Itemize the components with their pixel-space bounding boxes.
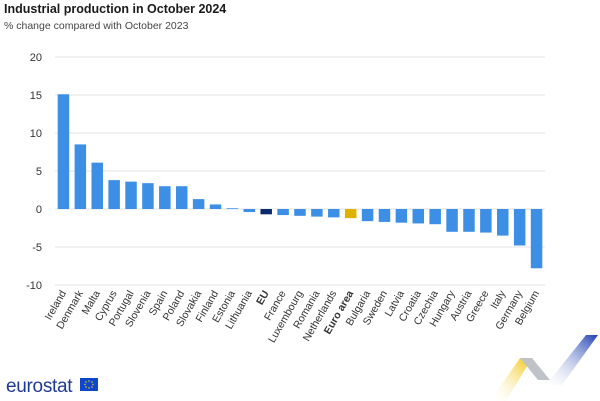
bar <box>125 181 137 209</box>
bar <box>378 209 391 222</box>
y-tick-label: 0 <box>36 204 42 216</box>
bar <box>480 209 492 233</box>
bar <box>260 209 272 215</box>
bar <box>277 209 289 216</box>
bar-chart: -10 -5 0 5 10 15 20 IrelandDenmarkMaltaCyprusP… <box>26 52 545 345</box>
bar <box>530 209 543 269</box>
bar <box>446 209 458 232</box>
bar <box>175 186 188 209</box>
y-tick-label: -10 <box>26 280 42 292</box>
bar <box>108 180 120 209</box>
bar <box>328 209 340 218</box>
y-tick-label: 20 <box>30 52 42 64</box>
eu-flag-icon <box>80 378 98 391</box>
gridlines <box>55 56 545 286</box>
bar <box>497 209 509 236</box>
x-axis-ticks: IrelandDenmarkMaltaCyprusPortugalSloveni… <box>43 288 543 345</box>
bar <box>361 209 374 222</box>
bar <box>192 199 205 209</box>
y-tick-label: 10 <box>30 128 42 140</box>
y-axis-ticks: -10 -5 0 5 10 15 20 <box>26 52 42 292</box>
bar <box>311 209 323 217</box>
bar <box>395 209 408 223</box>
bar <box>57 94 70 209</box>
y-tick-label: 5 <box>36 166 42 178</box>
y-tick-label: -5 <box>32 242 42 254</box>
bar <box>513 209 526 246</box>
bar <box>243 209 256 213</box>
bar <box>209 204 222 209</box>
bar <box>159 186 171 209</box>
y-tick-label: 15 <box>30 90 42 102</box>
eurostat-logo: eurostat <box>6 376 73 397</box>
chart-title: Industrial production in October 2024 <box>4 2 227 16</box>
bar <box>142 183 154 209</box>
eurostat-ribbon-graphic <box>490 335 598 401</box>
bar <box>74 144 87 209</box>
bar <box>344 209 357 219</box>
bar <box>463 209 475 232</box>
bar <box>226 208 239 210</box>
bar <box>91 162 103 209</box>
bars <box>57 94 543 269</box>
bar <box>294 209 306 216</box>
bar <box>429 209 441 225</box>
chart-subtitle: % change compared with October 2023 <box>4 20 189 32</box>
bar <box>412 209 425 224</box>
